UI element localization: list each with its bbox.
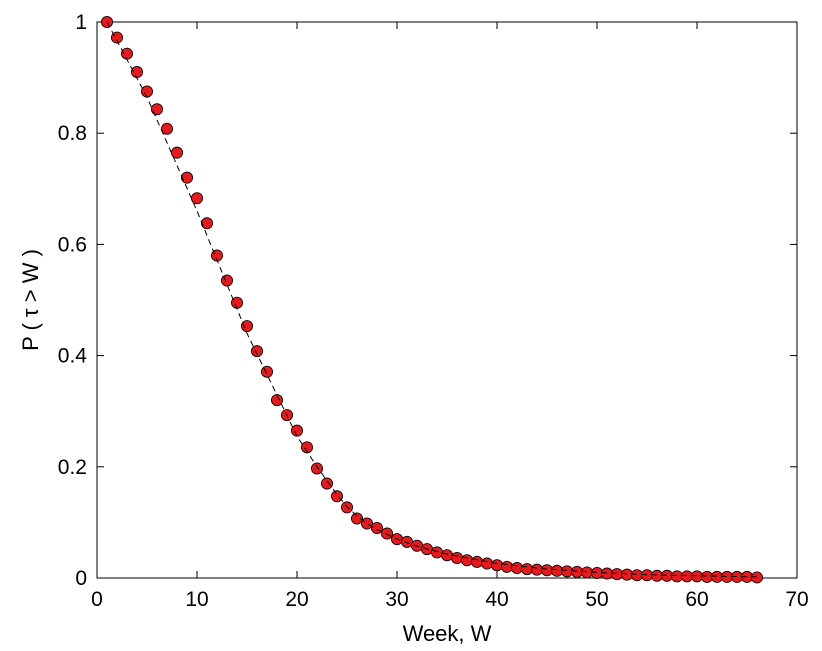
- x-tick-label: 0: [91, 588, 103, 611]
- data-point: [440, 549, 453, 562]
- data-point: [751, 571, 764, 584]
- x-tick-label: 30: [385, 588, 408, 611]
- data-point: [611, 568, 624, 581]
- data-point: [711, 570, 724, 583]
- data-point: [360, 517, 373, 530]
- data-point: [450, 551, 463, 564]
- data-point: [150, 103, 163, 116]
- y-tick-label: 0.2: [58, 456, 87, 479]
- data-point: [330, 490, 343, 503]
- data-point: [220, 274, 233, 287]
- data-point: [490, 559, 503, 572]
- x-tick-label: 70: [785, 588, 808, 611]
- y-axis-label: P ( τ > W ): [18, 249, 43, 351]
- x-tick-label: 20: [285, 588, 308, 611]
- data-point: [470, 555, 483, 568]
- x-tick-label: 10: [185, 588, 208, 611]
- data-point: [350, 512, 363, 525]
- data-point: [621, 568, 634, 581]
- data-point: [430, 546, 443, 559]
- x-tick-label: 40: [485, 588, 508, 611]
- data-point: [531, 563, 544, 576]
- plot-content: [101, 15, 764, 584]
- data-point: [480, 557, 493, 570]
- data-point: [410, 539, 423, 552]
- data-point: [400, 535, 413, 548]
- data-point: [190, 192, 203, 205]
- data-point: [631, 569, 644, 582]
- data-point: [541, 564, 554, 577]
- data-point: [250, 345, 263, 358]
- data-point: [140, 85, 153, 98]
- data-point: [380, 527, 393, 540]
- data-point: [571, 565, 584, 578]
- y-tick-label: 0.6: [58, 233, 87, 256]
- data-point: [180, 171, 193, 184]
- data-point: [240, 320, 253, 333]
- data-point: [701, 570, 714, 583]
- data-point: [300, 441, 313, 454]
- data-point: [671, 570, 684, 583]
- data-point: [260, 365, 273, 378]
- plot-area: [96, 21, 798, 579]
- data-point: [510, 561, 523, 574]
- y-tick-label: 1: [75, 11, 87, 34]
- data-point: [601, 567, 614, 580]
- data-point: [521, 563, 534, 576]
- data-point: [551, 564, 564, 577]
- data-point: [160, 122, 173, 135]
- y-tick-label: 0.4: [58, 345, 88, 368]
- data-point: [500, 560, 513, 573]
- data-point: [310, 462, 323, 475]
- data-point: [681, 570, 694, 583]
- data-point: [661, 569, 674, 582]
- data-point: [270, 394, 283, 407]
- x-axis-label: Week, W: [403, 621, 492, 646]
- data-point: [460, 554, 473, 567]
- x-tick-label: 60: [685, 588, 708, 611]
- data-point: [200, 217, 213, 230]
- data-point: [130, 66, 143, 79]
- tick-labels: 0 10 20 30 40 50 60 70 0 0.2 0.4 0.6 0.8 1: [58, 11, 809, 611]
- y-tick-label: 0.8: [58, 122, 87, 145]
- data-point: [561, 565, 574, 578]
- y-tick-label: 0: [75, 567, 87, 590]
- data-point: [320, 477, 333, 490]
- fit-curve: [106, 21, 758, 578]
- x-tick-label: 50: [585, 588, 608, 611]
- data-point: [121, 47, 134, 60]
- data-point: [651, 569, 664, 582]
- data-point: [290, 424, 303, 437]
